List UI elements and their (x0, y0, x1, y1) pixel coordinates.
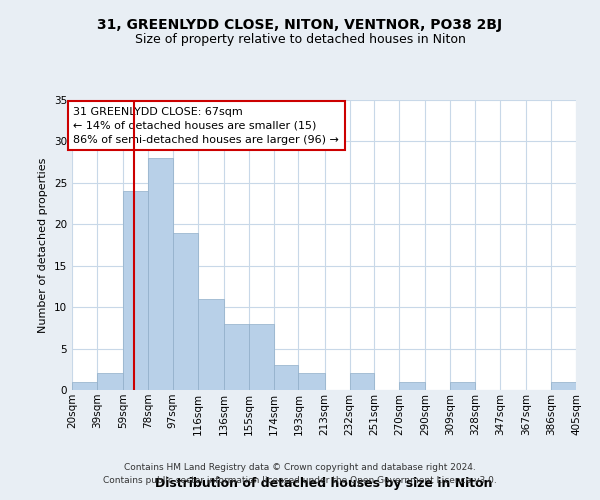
Bar (249, 324, 274, 390)
Y-axis label: Number of detached properties: Number of detached properties (38, 158, 49, 332)
Bar (399, 382, 425, 390)
X-axis label: Distribution of detached houses by size in Niton: Distribution of detached houses by size … (155, 476, 493, 490)
Bar (148, 158, 173, 390)
Text: 31 GREENLYDD CLOSE: 67sqm
← 14% of detached houses are smaller (15)
86% of semi-: 31 GREENLYDD CLOSE: 67sqm ← 14% of detac… (73, 106, 339, 144)
Bar (451, 382, 475, 390)
Bar (123, 191, 148, 390)
Bar (97, 374, 123, 390)
Bar (551, 382, 576, 390)
Bar (72, 382, 97, 390)
Text: 31, GREENLYDD CLOSE, NITON, VENTNOR, PO38 2BJ: 31, GREENLYDD CLOSE, NITON, VENTNOR, PO3… (97, 18, 503, 32)
Bar (350, 374, 374, 390)
Bar (298, 374, 325, 390)
Bar (224, 324, 249, 390)
Text: Size of property relative to detached houses in Niton: Size of property relative to detached ho… (134, 32, 466, 46)
Bar (197, 299, 224, 390)
Text: Contains HM Land Registry data © Crown copyright and database right 2024.
Contai: Contains HM Land Registry data © Crown c… (103, 464, 497, 485)
Bar (173, 232, 197, 390)
Bar (274, 365, 298, 390)
